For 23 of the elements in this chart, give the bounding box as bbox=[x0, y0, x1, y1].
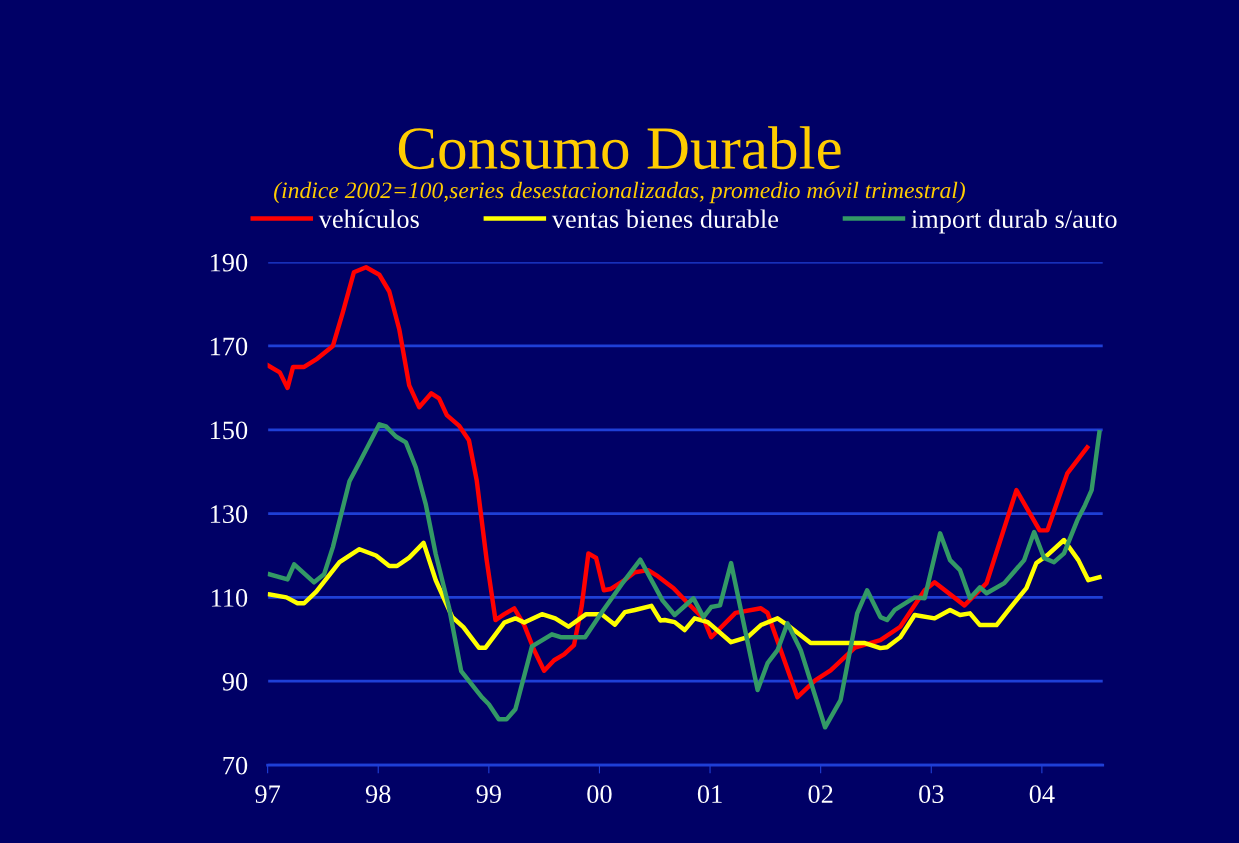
x-tick-label: 00 bbox=[587, 785, 612, 804]
y-tick-label: 90 bbox=[222, 672, 248, 691]
x-tick-label: 98 bbox=[365, 785, 391, 804]
line-series bbox=[267, 422, 1102, 730]
x-tick-label: 04 bbox=[1029, 785, 1055, 804]
legend-label: ventas bienes durable bbox=[551, 209, 779, 229]
legend-label: import durab s/auto bbox=[911, 209, 1117, 234]
x-tick-label: 03 bbox=[919, 785, 944, 804]
x-tick-label: 99 bbox=[476, 785, 501, 804]
x-tick-label: 01 bbox=[697, 785, 722, 804]
legend-label: vehículos bbox=[318, 209, 419, 229]
y-tick-label: 150 bbox=[210, 421, 248, 440]
chart-subtitle: (indice 2002=100,series desestacionalizadas, promedio móvil trimestral) bbox=[274, 181, 965, 204]
x-tick-label: 97 bbox=[255, 785, 281, 804]
y-tick-label: 190 bbox=[210, 253, 248, 272]
y-tick-label: 170 bbox=[210, 337, 248, 356]
y-tick-label: 110 bbox=[211, 589, 248, 607]
x-tick-label: 02 bbox=[808, 785, 833, 804]
y-tick-label: 130 bbox=[210, 505, 248, 524]
line-series bbox=[267, 537, 1102, 651]
chart-title: Consumo Durable bbox=[398, 126, 841, 170]
line-series bbox=[267, 264, 1090, 700]
y-tick-label: 70 bbox=[223, 756, 248, 775]
